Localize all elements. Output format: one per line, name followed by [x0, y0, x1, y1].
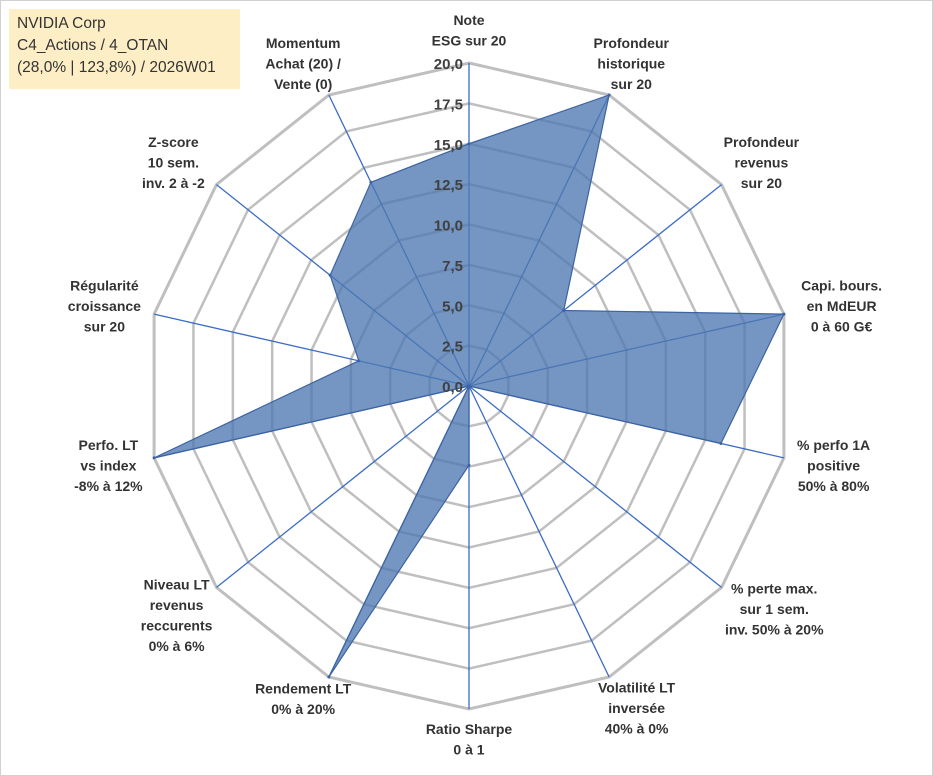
- tick-label: 12,5: [434, 177, 463, 194]
- axis-label-line: 10 sem.: [148, 155, 199, 171]
- data-point: [467, 384, 471, 388]
- axis-label-line: inv. 50% à 20%: [725, 621, 824, 637]
- axis-label-line: Perfo. LT: [79, 437, 139, 453]
- axis-label-line: sur 20: [611, 76, 652, 92]
- axis-label-line: 40% à 0%: [605, 721, 669, 737]
- axis-label-line: Momentum: [266, 35, 341, 51]
- tick-label: 7,5: [442, 258, 463, 275]
- axis-label-line: Régularité: [70, 278, 139, 294]
- tick-label: 5,0: [442, 298, 463, 315]
- axis-label-line: Niveau LT: [144, 576, 210, 592]
- data-point: [467, 142, 471, 146]
- info-company: NVIDIA Corp: [17, 15, 106, 32]
- axis-label-line: revenus: [735, 155, 789, 171]
- axis-label-line: vs index: [80, 457, 136, 473]
- axis-label-line: sur 20: [84, 319, 125, 335]
- axis-label-line: Ratio Sharpe: [426, 721, 513, 737]
- axis-label-line: 0% à 6%: [149, 638, 206, 654]
- axis-label: Régularité croissance sur 20: [68, 278, 141, 335]
- data-point: [152, 456, 156, 460]
- axis-label-line: Note: [453, 12, 484, 28]
- data-point: [369, 180, 373, 184]
- axis-label-line: sur 20: [741, 175, 782, 191]
- axis-label: Note ESG sur 20: [432, 12, 507, 49]
- info-box: NVIDIA Corp C4_Actions / 4_OTAN (28,0% |…: [9, 9, 240, 89]
- axis-label-line: ESG sur 20: [432, 33, 507, 49]
- axis-label: Momentum Achat (20) / Vente (0): [265, 35, 341, 92]
- info-category: C4_Actions / 4_OTAN: [17, 37, 169, 54]
- axis-label-line: -8% à 12%: [74, 478, 143, 494]
- axis-label-line: 0% à 20%: [271, 701, 335, 717]
- data-point: [327, 675, 331, 679]
- axis-label-line: % perfo 1A: [797, 437, 870, 453]
- radar-series: [152, 93, 786, 679]
- data-point: [467, 463, 471, 467]
- tick-label: 15,0: [434, 137, 463, 154]
- axis-label: Ratio Sharpe 0 à 1: [426, 721, 513, 758]
- radar-axis-labels: Note ESG sur 20 Profondeur historique sur 20…: [68, 12, 882, 758]
- axis-label: Profondeur historique sur 20: [594, 35, 670, 92]
- axis-label-line: croissance: [68, 298, 141, 314]
- axis-label-line: 0 à 60 G€: [811, 319, 873, 335]
- axis-spoke: [216, 385, 470, 588]
- axis-label: Rendement LT 0% à 20%: [255, 681, 352, 718]
- data-point: [607, 93, 611, 97]
- axis-label-line: positive: [807, 457, 860, 473]
- axis-label-line: inversée: [608, 700, 665, 716]
- data-point: [562, 308, 566, 312]
- axis-label-line: Z-score: [148, 134, 199, 150]
- axis-label-line: reccurents: [141, 617, 213, 633]
- data-point: [719, 441, 723, 445]
- tick-label: 20,0: [434, 56, 463, 73]
- axis-label-line: Volatilité LT: [598, 680, 676, 696]
- axis-label: Volatilité LT inversée 40% à 0%: [598, 680, 676, 737]
- axis-label-line: Profondeur: [724, 134, 800, 150]
- radar-tick-labels: 0,0 2,5 5,0 7,5 10,0 12,5 15,0 17,5 20,0: [434, 56, 463, 396]
- axis-label-line: % perte max.: [731, 580, 817, 596]
- axis-label: % perfo 1A positive 50% à 80%: [797, 437, 870, 494]
- axis-label-line: historique: [597, 55, 665, 71]
- data-point: [357, 359, 361, 363]
- axis-label: Perfo. LT vs index -8% à 12%: [74, 437, 143, 494]
- tick-label: 10,0: [434, 218, 463, 235]
- axis-label-line: en MdEUR: [807, 298, 877, 314]
- axis-label-line: inv. 2 à -2: [142, 175, 205, 191]
- axis-label-line: sur 1 sem.: [740, 601, 809, 617]
- axis-label: % perte max. sur 1 sem. inv. 50% à 20%: [725, 580, 824, 637]
- axis-spoke: [468, 385, 610, 678]
- info-stats: (28,0% | 123,8%) / 2026W01: [17, 59, 216, 76]
- tick-label: 0,0: [442, 379, 463, 396]
- axis-label-line: 50% à 80%: [798, 478, 870, 494]
- axis-label: Z-score 10 sem. inv. 2 à -2: [142, 134, 205, 191]
- axis-label-line: revenus: [150, 597, 204, 613]
- data-point: [328, 273, 332, 277]
- axis-label-line: Rendement LT: [255, 681, 352, 697]
- axis-label-line: Capi. bours.: [801, 278, 882, 294]
- tick-label: 17,5: [434, 96, 463, 113]
- axis-spoke: [468, 385, 722, 588]
- axis-label-line: 0 à 1: [453, 742, 484, 758]
- axis-label: Niveau LT revenus reccurents 0% à 6%: [141, 576, 213, 654]
- axis-label-line: Vente (0): [274, 76, 332, 92]
- axis-label: Capi. bours. en MdEUR 0 à 60 G€: [801, 278, 882, 335]
- axis-label-line: Profondeur: [594, 35, 670, 51]
- axis-label: Profondeur revenus sur 20: [724, 134, 800, 191]
- axis-label-line: Achat (20) /: [265, 55, 341, 71]
- data-point: [782, 312, 786, 316]
- tick-label: 2,5: [442, 339, 463, 356]
